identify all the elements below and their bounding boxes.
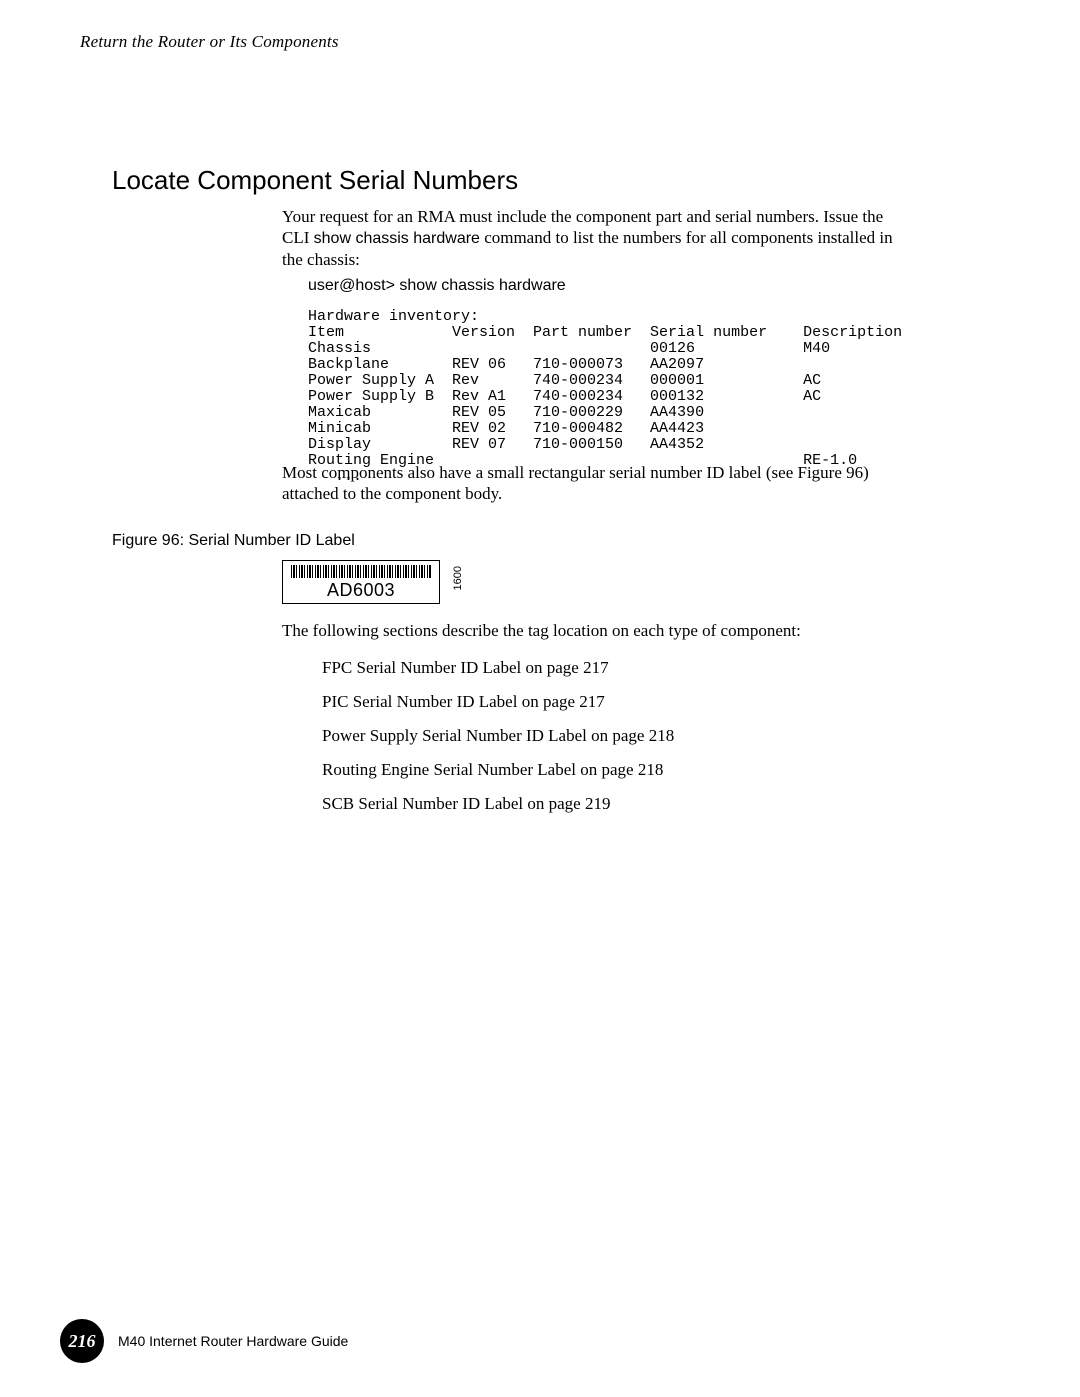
section-title: Locate Component Serial Numbers bbox=[112, 165, 518, 196]
inline-command: show chassis hardware bbox=[314, 230, 480, 247]
figure-side-number-text: 1600 bbox=[452, 566, 464, 590]
section-link: PIC Serial Number ID Label on page 217 bbox=[322, 692, 674, 712]
serial-label-box: AD6003 bbox=[282, 560, 440, 604]
following-sections-intro: The following sections describe the tag … bbox=[282, 620, 894, 641]
barcode-graphic bbox=[291, 565, 431, 578]
section-link: SCB Serial Number ID Label on page 219 bbox=[322, 794, 674, 814]
cli-prompt-line: user@host> show chassis hardware bbox=[308, 277, 566, 295]
section-link-list: FPC Serial Number ID Label on page 217 PI… bbox=[322, 658, 674, 828]
section-link: Routing Engine Serial Number Label on pa… bbox=[322, 760, 674, 780]
running-head: Return the Router or Its Components bbox=[80, 32, 339, 52]
section-link: Power Supply Serial Number ID Label on p… bbox=[322, 726, 674, 746]
after-output-paragraph: Most components also have a small rectan… bbox=[282, 462, 894, 504]
figure-side-number: 1600 bbox=[452, 556, 464, 600]
intro-paragraph: Your request for an RMA must include the… bbox=[282, 206, 894, 270]
footer-book-title: M40 Internet Router Hardware Guide bbox=[118, 1333, 348, 1349]
figure-serial-label: AD6003 1600 bbox=[282, 560, 440, 604]
figure-caption: Figure 96: Serial Number ID Label bbox=[112, 532, 355, 550]
page: Return the Router or Its Components Loca… bbox=[0, 0, 1080, 1397]
section-link: FPC Serial Number ID Label on page 217 bbox=[322, 658, 674, 678]
cli-output: Hardware inventory: Item Version Part nu… bbox=[308, 309, 902, 485]
page-number-badge: 216 bbox=[60, 1319, 104, 1363]
serial-label-text: AD6003 bbox=[327, 580, 395, 601]
page-footer: 216 M40 Internet Router Hardware Guide bbox=[60, 1319, 348, 1363]
